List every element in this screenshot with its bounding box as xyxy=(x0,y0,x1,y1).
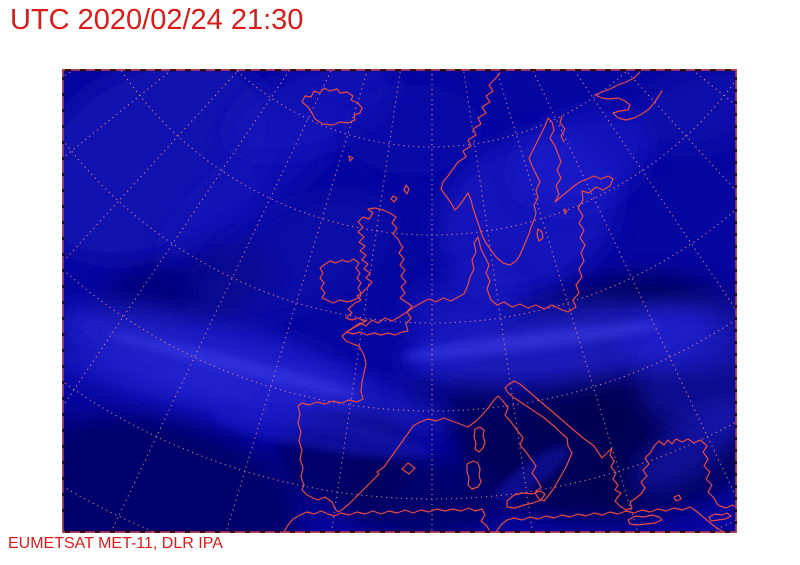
coastline-africa xyxy=(283,506,725,533)
cloud-cloud-north-sea xyxy=(403,272,521,336)
credit-label: EUMETSAT MET-11, DLR IPA xyxy=(8,535,223,552)
cloud-cloud-top-center xyxy=(342,84,482,174)
coastline-britain xyxy=(345,207,413,336)
graticule-meridian xyxy=(330,69,402,533)
coastline-ireland xyxy=(319,258,362,304)
coastline-north_islands xyxy=(348,155,568,242)
cloud-dark-alboran xyxy=(342,459,502,533)
cloud-cloud-iceland xyxy=(226,69,398,158)
cloud-cloud-mid-atlantic xyxy=(190,194,394,324)
cloud-band-left-lower xyxy=(62,349,318,429)
cloud-band-biscay-streak xyxy=(213,409,431,459)
cloud-cloud-aegean xyxy=(632,402,737,496)
map-canvas xyxy=(62,69,737,533)
cloud-filament-center xyxy=(402,322,662,360)
coastline-kola_white_sea xyxy=(559,71,663,143)
timestamp-label: UTC 2020/02/24 21:30 xyxy=(10,4,304,36)
cloud-filament-left xyxy=(105,331,359,397)
coastline-mainland xyxy=(297,72,737,513)
cloud-cloud-bothnia xyxy=(514,110,650,208)
coastline-med_islands xyxy=(401,426,732,526)
coastline-iceland xyxy=(301,87,363,126)
cloud-dark-sw-atlantic xyxy=(62,416,301,533)
graticule-meridian xyxy=(62,69,241,264)
satellite-map xyxy=(62,69,737,533)
